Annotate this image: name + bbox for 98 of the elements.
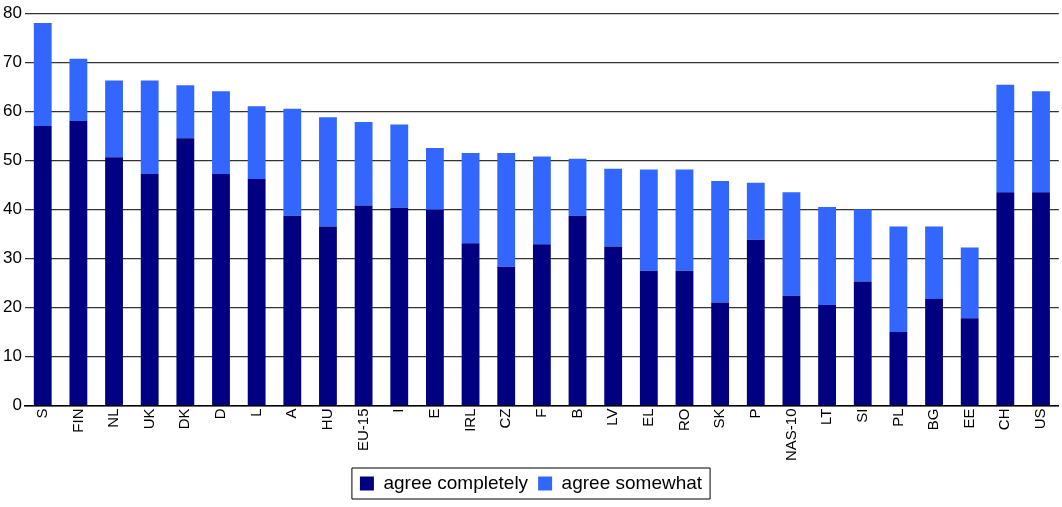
bar	[889, 331, 908, 405]
y-tick-label: 10	[2, 346, 22, 366]
y-tick-label: 50	[2, 149, 22, 169]
y-tick-label: 30	[2, 248, 22, 268]
bar	[639, 270, 658, 405]
bar	[818, 206, 836, 305]
legend-label: agree completely	[383, 471, 529, 493]
bar	[33, 125, 52, 405]
bar	[69, 121, 88, 405]
bar	[1032, 91, 1050, 193]
bar	[996, 84, 1015, 193]
x-tick-label: HU	[318, 408, 336, 431]
bar	[818, 304, 836, 405]
x-tick-label: CH	[995, 408, 1013, 431]
x-tick-label: S	[32, 408, 50, 419]
bar	[461, 152, 480, 244]
bar	[604, 246, 623, 405]
x-tick-label: DK	[175, 408, 193, 430]
bar	[782, 295, 801, 405]
x-tick-label: EL	[638, 408, 656, 427]
x-tick-label: F	[532, 408, 550, 418]
x-tick-label: RO	[674, 408, 692, 431]
x-tick-label: SK	[710, 408, 728, 429]
bar	[711, 302, 730, 405]
x-tick-label: B	[567, 408, 585, 419]
bar	[782, 192, 801, 296]
bar	[212, 174, 230, 405]
x-tick-label: E	[425, 408, 443, 419]
x-tick-label: L	[246, 408, 264, 417]
y-tick-label: 40	[2, 199, 22, 219]
legend-label: agree somewhat	[561, 471, 703, 493]
bar	[247, 106, 266, 179]
bar	[853, 281, 872, 405]
y-tick-label: 80	[2, 2, 22, 22]
bar	[354, 205, 373, 405]
x-tick-label: EU-15	[353, 408, 371, 452]
x-tick-label: LV	[603, 408, 621, 426]
x-tick-label: D	[211, 408, 229, 420]
bar	[461, 243, 480, 405]
x-tick-label: NAS-10	[781, 408, 799, 462]
bar	[390, 124, 409, 208]
x-tick-label: PL	[888, 408, 906, 427]
bar	[283, 215, 302, 405]
x-tick-label: LT	[817, 408, 835, 425]
bar	[354, 122, 373, 206]
x-tick-label: EE	[959, 408, 977, 429]
bar	[925, 226, 943, 300]
x-tick-label: UK	[139, 408, 157, 430]
bar	[746, 182, 765, 240]
bar	[1032, 192, 1050, 405]
bar	[283, 108, 302, 216]
bar	[497, 152, 516, 267]
bar	[960, 247, 979, 319]
x-tick-label: IRL	[460, 408, 478, 432]
bar	[853, 209, 872, 282]
bar	[604, 168, 623, 247]
bar	[568, 158, 587, 216]
bar	[212, 91, 230, 175]
y-tick-label: 60	[2, 100, 22, 120]
bar	[176, 85, 195, 139]
x-tick-label: P	[745, 408, 763, 419]
bar	[105, 80, 123, 158]
bar	[960, 318, 979, 405]
y-tick-label: 20	[2, 297, 22, 317]
bar	[639, 169, 658, 271]
x-tick-label: US	[1031, 408, 1049, 430]
bar	[568, 215, 587, 405]
bar	[925, 299, 943, 405]
bar	[996, 192, 1015, 405]
bar	[319, 226, 337, 405]
bar	[33, 23, 52, 126]
y-tick-label: 70	[2, 51, 22, 71]
y-tick-label: 0	[12, 395, 22, 415]
bar	[105, 157, 123, 405]
x-tick-label: A	[282, 408, 300, 419]
bar	[532, 156, 551, 245]
bar	[889, 226, 908, 332]
bar	[497, 266, 516, 405]
bar	[675, 270, 694, 405]
x-tick-label: I	[389, 408, 407, 413]
bar	[319, 117, 337, 227]
bar	[675, 169, 694, 271]
bar	[247, 178, 266, 405]
bar	[711, 180, 730, 303]
bar	[69, 58, 88, 122]
x-tick-label: NL	[104, 408, 122, 428]
bar	[532, 244, 551, 405]
bar	[746, 239, 765, 405]
bar	[390, 207, 409, 405]
x-tick-label: SI	[852, 408, 870, 423]
bar	[140, 174, 159, 405]
x-tick-label: CZ	[496, 408, 514, 429]
x-tick-label: BG	[924, 408, 942, 431]
bar	[426, 209, 444, 405]
bar	[176, 138, 195, 405]
bar	[140, 80, 159, 175]
bar	[426, 148, 444, 210]
x-tick-label: FIN	[68, 408, 86, 433]
